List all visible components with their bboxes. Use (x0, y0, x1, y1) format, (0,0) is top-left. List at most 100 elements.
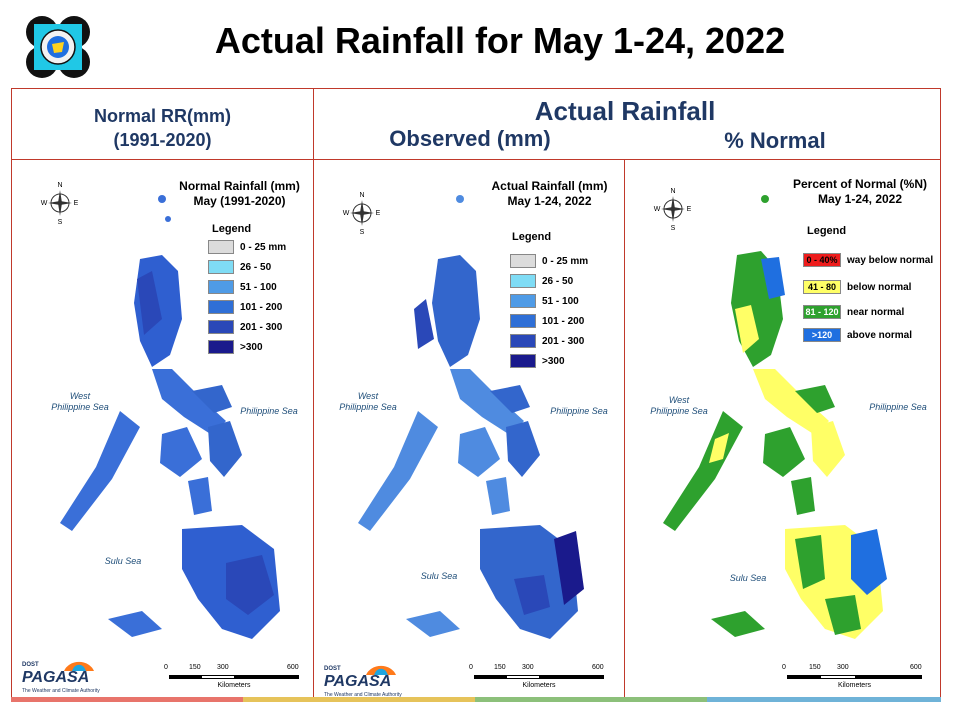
scale-bar: 0 150 300 600 Kilometers (159, 664, 309, 694)
panel-title-line1: Normal Rainfall (mm) (179, 179, 300, 193)
sea-label-sulu: Sulu Sea (420, 571, 458, 581)
pagasa-umbrella-icon (64, 661, 94, 671)
scale-tick: 0 (164, 664, 168, 671)
footer-stripe-green (475, 697, 707, 702)
legend-row: 0 - 25 mm (510, 253, 588, 269)
legend-swatch (510, 274, 536, 288)
footer-stripe-blue (707, 697, 941, 702)
scale-tick: 600 (287, 664, 299, 671)
brand-sub: The Weather and Climate Authority (22, 688, 100, 694)
panel-normal-rainfall: Normal Rainfall (mm) May (1991-2020) Leg… (12, 159, 313, 699)
pagasa-seal-logo (26, 16, 90, 78)
compass-rose-icon: N S W E (654, 188, 692, 231)
compass-e: E (687, 206, 692, 213)
legend-swatch: 41 - 80 (803, 280, 841, 294)
sea-label-west-line1: West (668, 395, 690, 405)
scale-tick: 0 (469, 664, 473, 671)
scale-tick: 600 (592, 664, 604, 671)
legend-label: below normal (847, 281, 912, 293)
legend-swatch (510, 334, 536, 348)
sea-label-sulu: Sulu Sea (729, 573, 767, 583)
brand-sub: The Weather and Climate Authority (324, 692, 402, 698)
scale-unit: Kilometers (837, 682, 872, 689)
legend-row: 201 - 300 (208, 319, 282, 335)
pagasa-brand: DOST PAGASA The Weather and Climate Auth… (322, 661, 402, 701)
legend-label: 101 - 200 (542, 315, 585, 327)
legend-row: 81 - 120 near normal (803, 304, 904, 320)
legend-label: >300 (542, 355, 565, 367)
normal-header-line1: Normal RR(mm) (93, 106, 231, 126)
compass-w: W (343, 210, 350, 217)
compass-n: N (57, 182, 62, 189)
sea-label-west-line1: West (357, 391, 379, 401)
compass-s: S (58, 219, 63, 225)
sea-label-west-line2: Philippine Sea (51, 402, 109, 412)
brand-name: PAGASA (324, 673, 392, 690)
panel-title-line2: May 1-24, 2022 (817, 192, 903, 206)
sea-label-west: West Philippine Sea (40, 391, 120, 413)
legend-row: 51 - 100 (510, 293, 579, 309)
compass-s: S (360, 229, 365, 235)
legend-row: 26 - 50 (208, 259, 271, 275)
sea-label-west-line1: West (69, 391, 91, 401)
philippines-map-percent (663, 195, 887, 639)
sea-label-west-line2: Philippine Sea (650, 406, 708, 416)
map-landmass (358, 195, 584, 639)
legend-swatch: 81 - 120 (803, 305, 841, 319)
legend-label: 51 - 100 (240, 281, 277, 293)
panel-percent-normal: Percent of Normal (%N) May 1-24, 2022 Le… (625, 159, 940, 699)
legend-label: 51 - 100 (542, 295, 579, 307)
scale-tick: 300 (217, 664, 229, 671)
legend-swatch (510, 294, 536, 308)
scale-tick: 300 (837, 664, 849, 671)
compass-n: N (670, 188, 675, 195)
legend-label: 0 - 25 mm (542, 255, 589, 267)
panel-title-line2: May 1-24, 2022 (507, 194, 592, 208)
scale-tick: 300 (522, 664, 534, 671)
legend-label: 201 - 300 (542, 335, 585, 347)
pagasa-brand: DOST PAGASA The Weather and Climate Auth… (20, 657, 100, 697)
brand-tagline: DOST (324, 666, 341, 672)
brand-name: PAGASA (22, 669, 90, 686)
divider-left (313, 88, 314, 700)
legend-swatch: >120 (803, 328, 841, 342)
legend-title: Legend (807, 225, 847, 237)
legend-row: 101 - 200 (208, 299, 282, 315)
legend-row: 201 - 300 (510, 333, 584, 349)
legend-row: >120 above normal (803, 327, 912, 343)
sea-label-east: Philippine Sea (240, 406, 298, 416)
panel-title: Normal Rainfall (mm) May (1991-2020) (172, 179, 307, 209)
compass-w: W (654, 206, 661, 213)
footer-stripe-yellow (243, 697, 475, 702)
legend-swatch (208, 280, 234, 294)
panel-title: Percent of Normal (%N) May 1-24, 2022 (785, 177, 935, 207)
legend-label: 101 - 200 (240, 301, 283, 313)
sea-label-east: Philippine Sea (550, 406, 608, 416)
sea-label-west: West Philippine Sea (639, 395, 719, 417)
divider-right (624, 159, 625, 700)
legend-row: 26 - 50 (510, 273, 573, 289)
observed-header: Observed (mm) (389, 126, 551, 151)
legend-row: 0 - 40% way below normal (803, 252, 933, 268)
legend-label: 0 - 25 mm (240, 241, 287, 253)
legend-title: Legend (212, 223, 252, 235)
legend-row: >300 (510, 353, 565, 369)
legend-row: 101 - 200 (510, 313, 584, 329)
legend-label: 26 - 50 (240, 261, 272, 273)
sea-label-sulu: Sulu Sea (104, 556, 142, 566)
scale-bar: 0 150 300 600 Kilometers (777, 664, 932, 694)
legend-swatch (510, 254, 536, 268)
legend-swatch (208, 240, 234, 254)
sea-label-east: Philippine Sea (869, 402, 927, 412)
panel-title: Actual Rainfall (mm) May 1-24, 2022 (482, 179, 617, 209)
legend-row: >300 (208, 339, 263, 355)
legend-row: 51 - 100 (208, 279, 277, 295)
scale-unit: Kilometers (217, 682, 251, 689)
legend-label: near normal (847, 306, 905, 318)
philippines-map-actual (358, 195, 584, 639)
legend-swatch (208, 340, 234, 354)
panel-title-line2: May (1991-2020) (193, 194, 286, 208)
scale-bar: 0 150 300 600 Kilometers (464, 664, 614, 694)
scale-tick: 600 (910, 664, 922, 671)
panel-title-line1: Actual Rainfall (mm) (491, 179, 608, 193)
